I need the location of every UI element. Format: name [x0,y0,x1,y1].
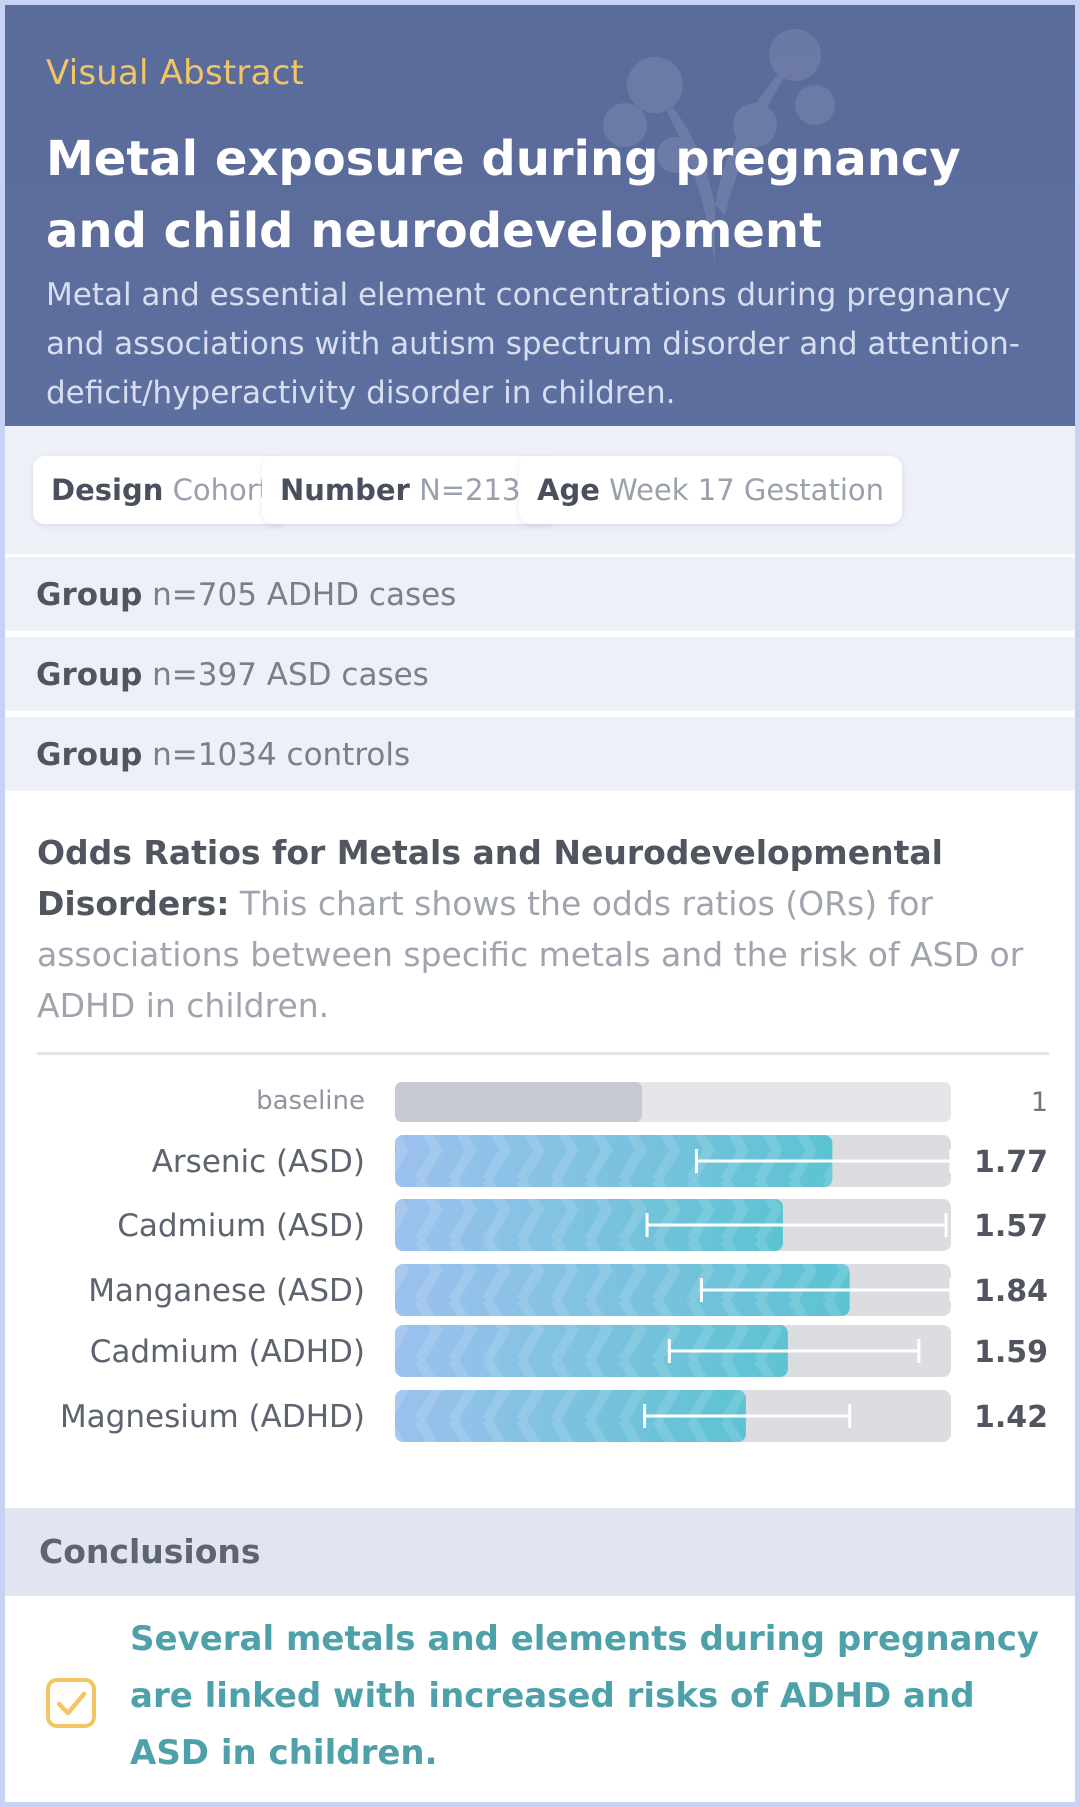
group-value: n=1034 controls [152,737,411,773]
bar-pattern [395,1135,833,1187]
group-value: n=397 ASD cases [152,657,429,693]
header-banner: Visual Abstract Metal exposure during pr… [5,5,1075,426]
value-label: 1.57 [974,1209,1048,1244]
chart-description: Odds Ratios for Metals and Neurodevelopm… [37,827,1047,1031]
bar-pattern [395,1325,788,1377]
group-label: Group [36,657,143,693]
design-chip: Design Cohort [33,456,288,524]
study-meta-row: Design Cohort Number N=2136 Age Week 17 … [5,426,1075,554]
leaf-watermark-icon [603,29,835,265]
category-label: Arsenic (ASD) [152,1144,365,1180]
odds-ratio-chart: baseline 1 Arsenic (ASD) 1.77 Cadmium (ASD) 1… [60,1082,1048,1442]
bar-pattern [395,1264,850,1316]
category-label: Magnesium (ADHD) [60,1399,365,1435]
value-label: 1.77 [974,1145,1048,1180]
page-title: Metal exposure during pregnancy and chil… [46,131,961,259]
category-label: Cadmium (ADHD) [90,1334,365,1370]
value-label: 1.42 [974,1400,1048,1435]
chart-description-text: This chart shows the odds ratios (ORs) f… [37,884,1024,1025]
group-label: Group [36,577,143,613]
visual-abstract-label: Visual Abstract [46,53,305,93]
number-chip: Number N=2136 [262,456,557,524]
group-label: Group [36,737,143,773]
baseline-bar [395,1082,643,1122]
baseline-value: 1 [1031,1087,1048,1118]
group-row-controls: Group n=1034 controls [5,714,1075,791]
page-subtitle: Metal and essential element concentratio… [46,277,1020,411]
checkbox-icon [46,1678,96,1728]
chart-title: Odds Ratios for Metals and Neurodevelopm… [37,833,943,923]
design-chip-value: Cohort [172,473,270,507]
age-chip-label: Age [537,473,600,507]
conclusion-text: Several metals and elements during pregn… [130,1619,1040,1773]
divider [37,1052,1049,1055]
value-label: 1.59 [974,1335,1048,1370]
category-label: Cadmium (ASD) [117,1208,365,1244]
baseline-label: baseline [256,1086,365,1116]
age-chip-value: Week 17 Gestation [609,473,884,507]
group-row-adhd: Group n=705 ADHD cases [5,554,1075,631]
design-chip-label: Design [51,473,164,507]
category-label: Manganese (ASD) [88,1273,365,1309]
conclusions-heading: Conclusions [5,1508,1075,1596]
value-label: 1.84 [974,1274,1048,1309]
age-chip: Age Week 17 Gestation [519,456,902,524]
bar-pattern [395,1390,746,1442]
bar-pattern [395,1199,783,1251]
number-chip-label: Number [280,473,410,507]
group-value: n=705 ADHD cases [152,577,457,613]
group-row-asd: Group n=397 ASD cases [5,634,1075,711]
number-chip-value: N=2136 [419,473,539,507]
